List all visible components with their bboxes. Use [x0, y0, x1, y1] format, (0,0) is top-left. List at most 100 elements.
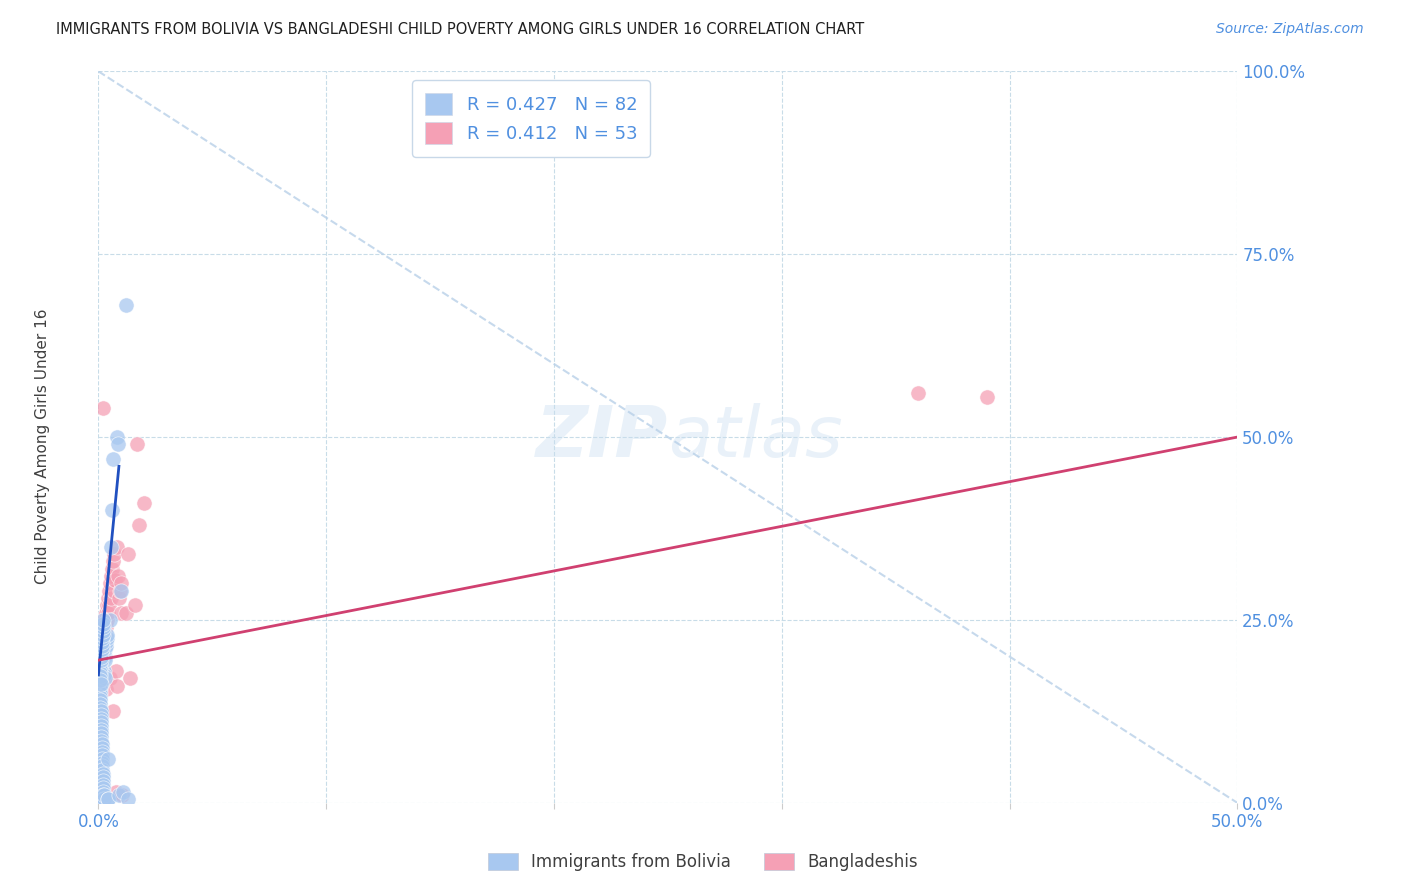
Point: [97, 606, 120, 620]
Point: [90, 705, 112, 719]
Point: [93, 796, 115, 810]
Point: [93, 664, 115, 678]
Point: [107, 569, 129, 583]
Point: [94, 653, 117, 667]
Point: [96, 632, 118, 646]
Legend: Immigrants from Bolivia, Bangladeshis: Immigrants from Bolivia, Bangladeshis: [479, 845, 927, 880]
Point: [90, 715, 112, 730]
Point: [105, 540, 128, 554]
Point: [110, 576, 132, 591]
Point: [89, 682, 111, 697]
Point: [91, 635, 114, 649]
Point: [101, 503, 124, 517]
Point: [132, 496, 155, 510]
Point: [91, 624, 114, 638]
Point: [117, 547, 139, 561]
Point: [907, 386, 929, 401]
Text: ZIP: ZIP: [536, 402, 668, 472]
Point: [91, 624, 114, 638]
Point: [91, 616, 114, 631]
Point: [101, 705, 124, 719]
Point: [90, 745, 112, 759]
Point: [89, 662, 111, 676]
Point: [90, 676, 112, 690]
Point: [94, 639, 117, 653]
Point: [91, 756, 114, 770]
Point: [93, 401, 115, 415]
Point: [89, 686, 111, 700]
Point: [90, 730, 112, 744]
Point: [108, 583, 131, 598]
Point: [89, 665, 111, 680]
Point: [91, 789, 114, 803]
Point: [91, 763, 114, 777]
Point: [114, 606, 136, 620]
Point: [93, 792, 115, 806]
Point: [98, 672, 121, 686]
Point: [91, 759, 114, 773]
Point: [107, 437, 129, 451]
Point: [90, 646, 112, 660]
Point: [96, 606, 118, 620]
Point: [90, 649, 112, 664]
Point: [111, 789, 134, 803]
Point: [103, 452, 125, 467]
Point: [104, 573, 127, 587]
Point: [90, 708, 112, 723]
Point: [120, 672, 142, 686]
Point: [127, 437, 149, 451]
Point: [89, 690, 111, 704]
Point: [90, 733, 112, 747]
Point: [105, 785, 128, 799]
Point: [98, 613, 121, 627]
Point: [90, 642, 112, 657]
Point: [110, 583, 132, 598]
Point: [108, 789, 131, 803]
Point: [91, 620, 114, 634]
Point: [89, 672, 111, 686]
Point: [96, 599, 118, 613]
Point: [103, 554, 125, 568]
Point: [91, 773, 114, 788]
Point: [94, 620, 117, 634]
Point: [93, 613, 115, 627]
Point: [93, 632, 115, 646]
Point: [89, 693, 111, 707]
Point: [93, 792, 115, 806]
Point: [97, 583, 120, 598]
Point: [96, 682, 118, 697]
Point: [93, 667, 115, 681]
Point: [90, 653, 112, 667]
Point: [93, 639, 115, 653]
Point: [89, 697, 111, 711]
Point: [124, 599, 146, 613]
Point: [91, 649, 114, 664]
Point: [91, 770, 114, 784]
Point: [90, 642, 112, 657]
Point: [90, 639, 112, 653]
Point: [90, 719, 112, 733]
Point: [117, 792, 139, 806]
Point: [96, 635, 118, 649]
Point: [114, 298, 136, 312]
Point: [108, 591, 131, 605]
Text: atlas: atlas: [668, 402, 842, 472]
Point: [89, 658, 111, 673]
Text: Child Poverty Among Girls Under 16: Child Poverty Among Girls Under 16: [35, 309, 49, 583]
Point: [97, 752, 120, 766]
Point: [94, 609, 117, 624]
Point: [89, 675, 111, 690]
Point: [100, 591, 122, 605]
Point: [87, 660, 110, 674]
Point: [90, 635, 112, 649]
Point: [90, 723, 112, 737]
Point: [100, 540, 122, 554]
Point: [91, 778, 114, 792]
Point: [89, 700, 111, 714]
Text: Source: ZipAtlas.com: Source: ZipAtlas.com: [1216, 22, 1364, 37]
Point: [91, 632, 114, 646]
Point: [976, 390, 998, 404]
Point: [91, 627, 114, 641]
Point: [90, 653, 112, 667]
Point: [100, 569, 122, 583]
